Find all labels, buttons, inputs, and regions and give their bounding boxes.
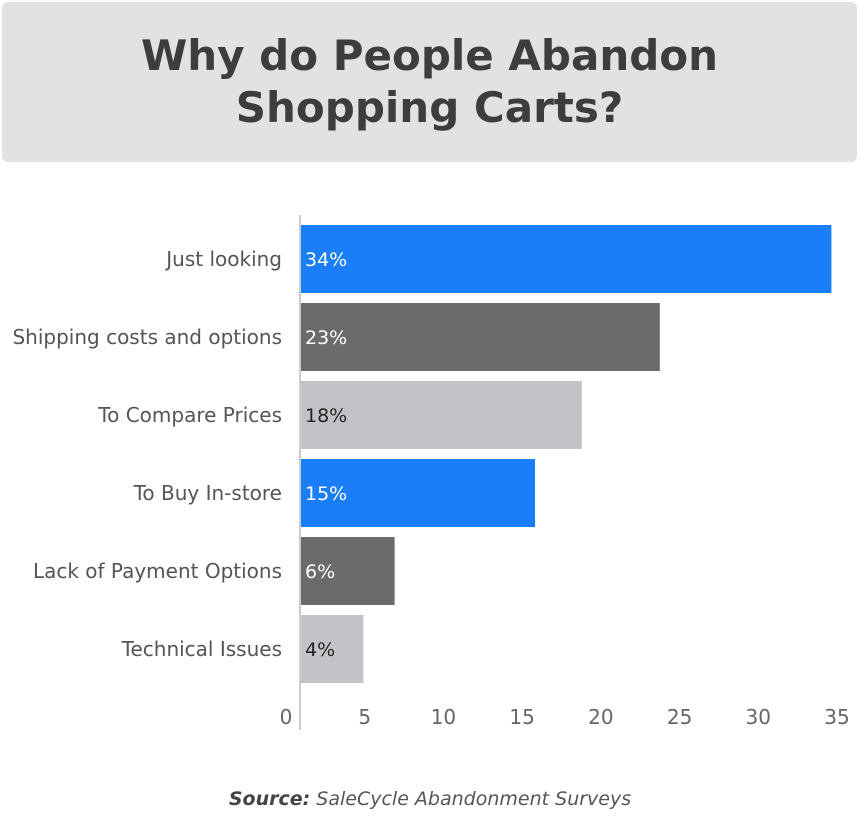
bar-4 xyxy=(301,459,535,527)
data-label: 4% xyxy=(305,639,335,661)
data-label: 23% xyxy=(305,327,347,349)
data-label: 18% xyxy=(305,405,347,427)
x-tick-label: 20 xyxy=(588,705,613,729)
bar-2 xyxy=(301,303,660,371)
source-note: Source: SaleCycle Abandonment Surveys xyxy=(0,788,860,810)
data-label: 6% xyxy=(305,561,335,583)
x-tick-label: 10 xyxy=(431,705,456,729)
category-label: To Compare Prices xyxy=(97,403,282,427)
bar-chart: Just looking 34% Shipping costs and option… xyxy=(12,215,850,730)
data-label: 15% xyxy=(305,483,347,505)
source-text: SaleCycle Abandonment Surveys xyxy=(316,788,632,810)
x-tick-label: 35 xyxy=(824,705,849,729)
data-label: 34% xyxy=(305,249,347,271)
bar-5 xyxy=(301,537,395,605)
x-tick-label: 0 xyxy=(280,705,293,729)
category-label: Technical Issues xyxy=(121,637,282,661)
category-label: Shipping costs and options xyxy=(12,325,282,349)
x-tick-label: 15 xyxy=(509,705,534,729)
category-label: Just looking xyxy=(164,247,282,271)
x-tick-label: 5 xyxy=(358,705,371,729)
x-tick-label: 30 xyxy=(746,705,771,729)
title-banner: Why do People Abandon Shopping Carts? xyxy=(2,2,857,162)
category-label: To Buy In-store xyxy=(133,481,282,505)
bar-6 xyxy=(301,615,364,683)
category-label: Lack of Payment Options xyxy=(33,559,282,583)
x-tick-label: 25 xyxy=(667,705,692,729)
bar-3 xyxy=(301,381,582,449)
source-label: Source: xyxy=(228,788,311,810)
chart-title: Why do People Abandon Shopping Carts? xyxy=(140,31,719,132)
bar-1 xyxy=(301,225,832,293)
